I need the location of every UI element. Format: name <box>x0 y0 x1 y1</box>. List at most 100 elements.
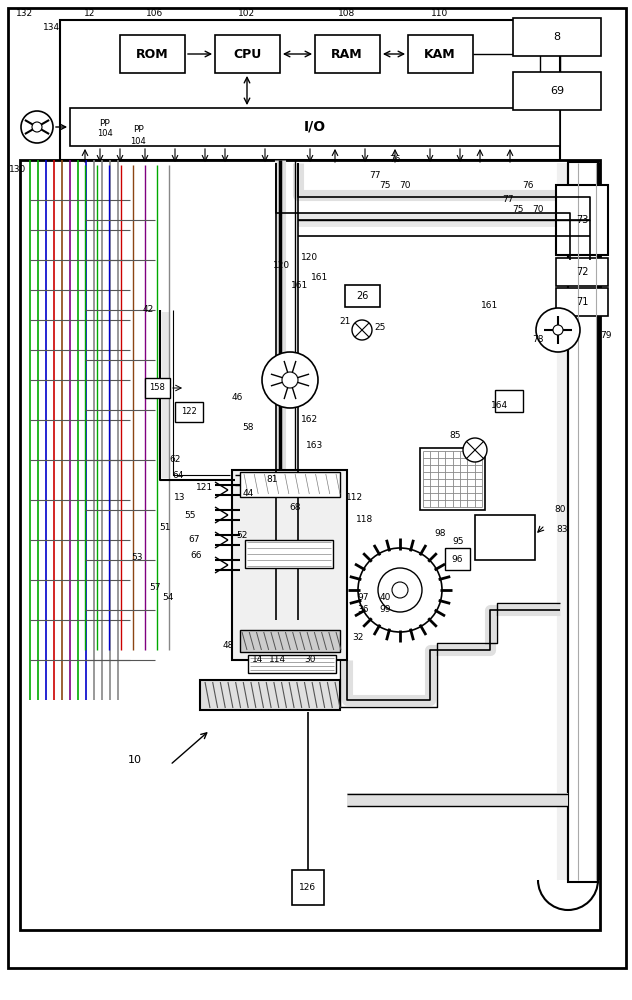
Text: 95: 95 <box>453 538 464 546</box>
Text: 164: 164 <box>492 400 509 410</box>
Circle shape <box>463 438 487 462</box>
Bar <box>556 288 608 316</box>
Text: 163: 163 <box>307 440 324 450</box>
Text: 62: 62 <box>169 456 181 464</box>
Text: I/O: I/O <box>304 120 326 134</box>
Text: PP: PP <box>133 125 143 134</box>
Text: 76: 76 <box>522 180 534 190</box>
Text: 130: 130 <box>9 165 27 174</box>
Bar <box>145 378 170 398</box>
Text: 122: 122 <box>181 408 197 416</box>
Text: 51: 51 <box>159 524 171 532</box>
Text: 25: 25 <box>374 324 386 332</box>
Bar <box>556 185 608 255</box>
Bar <box>513 72 601 110</box>
Bar <box>240 472 340 497</box>
Text: 67: 67 <box>188 536 200 544</box>
Bar <box>248 655 336 673</box>
Bar <box>475 515 535 560</box>
Text: 64: 64 <box>173 472 184 481</box>
Text: 14: 14 <box>252 656 264 664</box>
Bar <box>495 390 523 412</box>
Bar <box>292 870 324 905</box>
Circle shape <box>282 372 298 388</box>
Text: 26: 26 <box>356 291 368 301</box>
Text: 132: 132 <box>16 9 33 18</box>
Circle shape <box>32 122 42 132</box>
Text: 70: 70 <box>399 180 411 190</box>
Text: 32: 32 <box>352 634 363 643</box>
Text: 68: 68 <box>289 504 301 512</box>
Bar <box>70 108 560 146</box>
Text: 96: 96 <box>451 554 463 564</box>
Circle shape <box>352 320 372 340</box>
Text: 54: 54 <box>162 593 174 602</box>
Text: 48: 48 <box>222 641 234 650</box>
Text: 80: 80 <box>554 506 566 514</box>
Text: 70: 70 <box>532 206 544 215</box>
Text: 98: 98 <box>434 530 446 538</box>
Bar <box>232 470 347 660</box>
Text: 158: 158 <box>149 383 165 392</box>
Text: RAM: RAM <box>331 47 363 60</box>
Bar <box>20 160 600 930</box>
Text: 112: 112 <box>346 493 363 502</box>
Text: 104: 104 <box>130 137 146 146</box>
Text: 161: 161 <box>291 280 308 290</box>
Text: ROM: ROM <box>136 47 168 60</box>
Text: 42: 42 <box>142 306 154 314</box>
Text: 102: 102 <box>238 9 255 18</box>
Text: 10: 10 <box>128 755 142 765</box>
Circle shape <box>358 548 442 632</box>
Text: 104: 104 <box>97 128 113 137</box>
Text: 85: 85 <box>449 432 461 440</box>
Bar <box>556 258 608 286</box>
Text: CPU: CPU <box>233 47 261 60</box>
Circle shape <box>378 568 422 612</box>
Text: 36: 36 <box>357 605 368 614</box>
Bar <box>568 162 598 882</box>
Bar <box>445 548 470 570</box>
Text: 52: 52 <box>236 530 248 540</box>
Circle shape <box>553 325 563 335</box>
Text: 73: 73 <box>576 215 588 225</box>
Text: 97: 97 <box>357 593 368 602</box>
Text: 55: 55 <box>185 510 196 520</box>
Text: 161: 161 <box>482 300 499 310</box>
Text: 162: 162 <box>301 416 319 424</box>
Text: 81: 81 <box>266 476 277 485</box>
Text: 53: 53 <box>131 554 143 562</box>
Text: KAM: KAM <box>424 47 456 60</box>
Bar <box>215 35 280 73</box>
Text: 12: 12 <box>84 9 95 18</box>
Text: 69: 69 <box>550 86 564 96</box>
Text: 8: 8 <box>554 32 561 42</box>
Text: 66: 66 <box>190 550 202 560</box>
Text: 134: 134 <box>44 23 61 32</box>
Text: 83: 83 <box>556 526 568 534</box>
Text: 21: 21 <box>339 318 351 326</box>
Bar <box>420 448 485 510</box>
Text: 76: 76 <box>389 155 401 164</box>
Text: 40: 40 <box>379 593 391 602</box>
Text: 99: 99 <box>379 605 391 614</box>
Bar <box>315 35 380 73</box>
Text: 118: 118 <box>356 516 374 524</box>
Text: 79: 79 <box>600 330 612 340</box>
Text: 121: 121 <box>197 484 214 492</box>
Text: 120: 120 <box>301 253 319 262</box>
Text: 75: 75 <box>513 206 524 215</box>
Bar <box>175 402 203 422</box>
Text: 30: 30 <box>304 656 316 664</box>
Text: 106: 106 <box>147 9 164 18</box>
Bar <box>345 285 380 307</box>
Bar <box>120 35 185 73</box>
Bar <box>408 35 473 73</box>
Text: PP: PP <box>100 118 111 127</box>
Text: 161: 161 <box>312 273 329 282</box>
Text: 72: 72 <box>576 267 588 277</box>
Text: 77: 77 <box>369 170 380 180</box>
Text: 13: 13 <box>174 493 186 502</box>
Bar <box>240 630 340 652</box>
Text: 120: 120 <box>274 260 291 269</box>
